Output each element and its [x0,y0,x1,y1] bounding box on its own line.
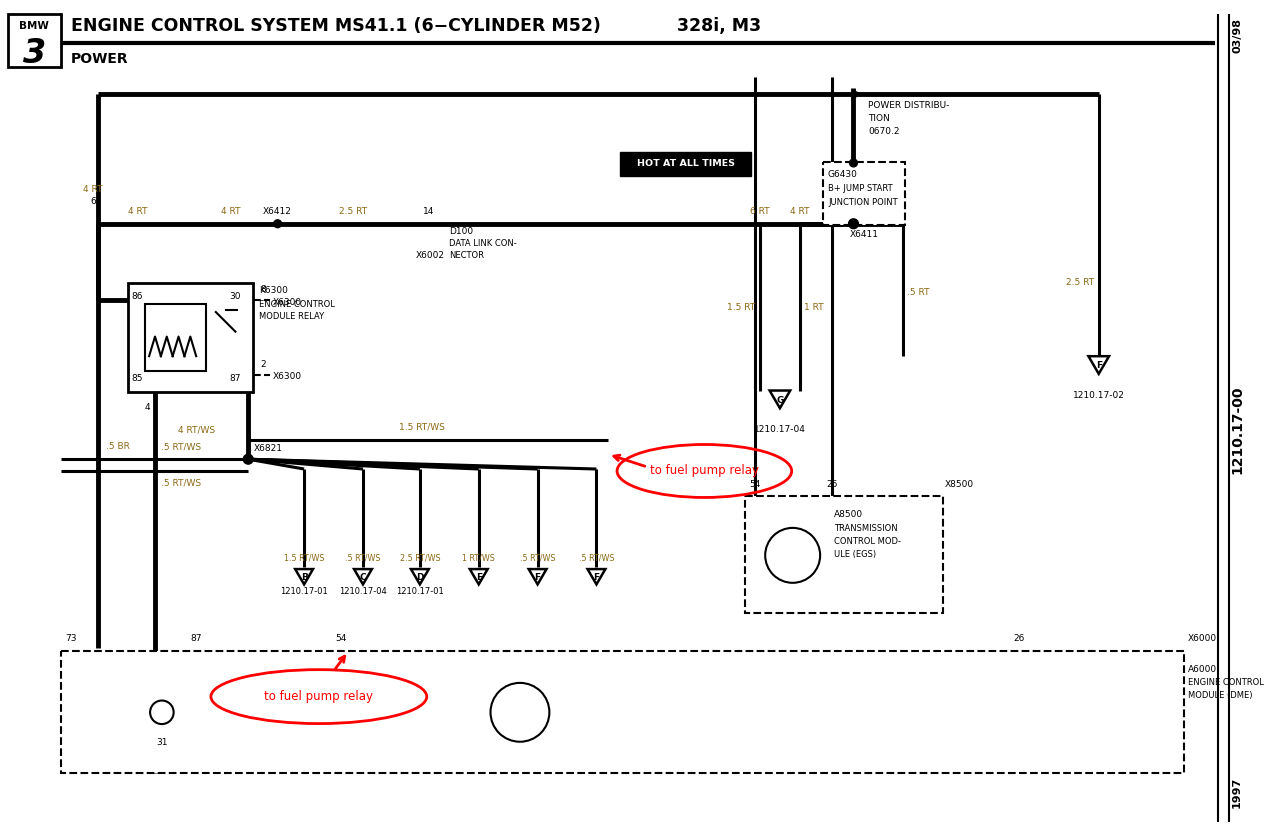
Text: .5 RT/WS: .5 RT/WS [162,442,201,451]
Text: 30: 30 [229,292,241,301]
Text: 1210.17-04: 1210.17-04 [339,587,387,596]
Text: X6002: X6002 [415,252,445,260]
Text: 1210.17-02: 1210.17-02 [1073,390,1125,400]
Text: ENGINE CONTROL: ENGINE CONTROL [259,299,335,308]
Text: C: C [359,573,367,582]
Text: X6000: X6000 [1189,634,1217,643]
Text: 87: 87 [190,634,203,643]
FancyBboxPatch shape [823,162,906,225]
Text: MODULE RELAY: MODULE RELAY [259,313,324,322]
Text: 2.5 RT: 2.5 RT [1066,278,1094,287]
Text: X6412: X6412 [264,206,292,216]
Text: 1 RT/WS: 1 RT/WS [462,553,496,563]
Text: JUNCTION POINT: JUNCTION POINT [828,197,898,206]
Text: 54: 54 [749,480,761,488]
Text: 6 RT: 6 RT [750,206,769,216]
Text: .5 RT: .5 RT [907,288,930,297]
Text: 03/98: 03/98 [1232,18,1242,53]
Text: 14: 14 [423,206,434,216]
Text: to fuel pump relay: to fuel pump relay [650,465,759,477]
Text: A6000: A6000 [1189,665,1217,674]
Text: 85: 85 [131,375,143,383]
Text: POWER: POWER [70,52,129,66]
Text: 4 RT: 4 RT [83,186,103,194]
Text: 1 RT: 1 RT [804,303,824,312]
Text: TRANSMISSION: TRANSMISSION [834,524,897,533]
Text: F: F [535,573,540,582]
Text: HOT AT ALL TIMES: HOT AT ALL TIMES [637,160,735,168]
Text: .5 RT/WS: .5 RT/WS [162,479,201,488]
Text: .5 RT/WS: .5 RT/WS [578,553,614,563]
Circle shape [850,159,857,167]
Text: X6300: X6300 [273,298,302,307]
Text: CONTROL MOD-: CONTROL MOD- [834,537,901,546]
FancyBboxPatch shape [744,496,943,614]
Text: 4 RT: 4 RT [127,206,147,216]
Text: 73: 73 [65,634,76,643]
Text: DATA LINK CON-: DATA LINK CON- [450,239,517,248]
Text: G6430: G6430 [828,171,857,179]
Text: F: F [1096,361,1102,370]
Text: .5 RT/WS: .5 RT/WS [345,553,381,563]
Text: ENGINE CONTROL SYSTEM MS41.1 (6−CYLINDER M52): ENGINE CONTROL SYSTEM MS41.1 (6−CYLINDER… [70,17,600,34]
Text: B: B [301,573,307,582]
Text: B+ JUMP START: B+ JUMP START [828,184,893,193]
Text: 31: 31 [157,738,168,747]
Text: F: F [594,573,600,582]
Text: 4 RT: 4 RT [220,206,241,216]
Text: 54: 54 [336,634,347,643]
FancyBboxPatch shape [145,304,206,371]
Text: 1.5 RT: 1.5 RT [727,303,755,312]
Text: 4 RT: 4 RT [790,206,809,216]
Text: G: G [776,395,784,405]
Text: ENGINE CONTROL: ENGINE CONTROL [1189,678,1264,687]
FancyBboxPatch shape [127,283,254,392]
Text: 1.5 RT/WS: 1.5 RT/WS [284,553,325,563]
FancyBboxPatch shape [8,14,61,67]
Text: X6300: X6300 [273,372,302,381]
Text: TION: TION [868,114,891,123]
FancyBboxPatch shape [620,152,752,176]
Text: NECTOR: NECTOR [450,252,484,260]
Text: 0670.2: 0670.2 [868,126,899,135]
Text: 4: 4 [144,403,150,411]
Text: 2.5 RT: 2.5 RT [339,206,367,216]
Circle shape [848,219,859,229]
Text: K6300: K6300 [259,286,288,295]
Text: 2: 2 [260,360,266,369]
Text: 26: 26 [827,480,837,488]
Text: .5 RT/WS: .5 RT/WS [520,553,555,563]
FancyBboxPatch shape [61,650,1184,773]
Text: E: E [475,573,482,582]
Text: 2.5 RT/WS: 2.5 RT/WS [400,553,441,563]
Text: to fuel pump relay: to fuel pump relay [264,690,373,703]
Text: 87: 87 [229,375,241,383]
Text: 4 RT/WS: 4 RT/WS [177,426,215,435]
Text: A8500: A8500 [834,510,862,518]
Text: MODULE (DME): MODULE (DME) [1189,691,1252,700]
Text: D: D [417,573,424,582]
Text: X6411: X6411 [850,230,879,238]
Circle shape [243,454,254,464]
Text: POWER DISTRIBU-: POWER DISTRIBU- [868,101,949,110]
Text: .5 BR: .5 BR [106,442,130,451]
Text: BMW: BMW [19,21,50,31]
Text: 1210.17-01: 1210.17-01 [396,587,443,596]
Text: 86: 86 [131,292,143,301]
Text: 1.5 RT/WS: 1.5 RT/WS [399,423,445,431]
Text: X8500: X8500 [945,480,973,488]
Circle shape [274,220,282,227]
Text: 328i, M3: 328i, M3 [676,17,761,34]
Text: 26: 26 [1014,634,1026,643]
Text: ULE (EGS): ULE (EGS) [834,550,877,558]
Text: 6: 6 [90,197,96,206]
Text: 1210.17-01: 1210.17-01 [280,587,327,596]
Text: 1210.17-04: 1210.17-04 [754,425,806,434]
Text: 1210.17-00: 1210.17-00 [1231,385,1245,474]
Text: 1997: 1997 [1232,777,1242,808]
Text: D100: D100 [450,227,474,236]
Text: X6821: X6821 [254,444,283,453]
Text: 3: 3 [23,37,46,69]
Text: 8: 8 [260,285,266,294]
